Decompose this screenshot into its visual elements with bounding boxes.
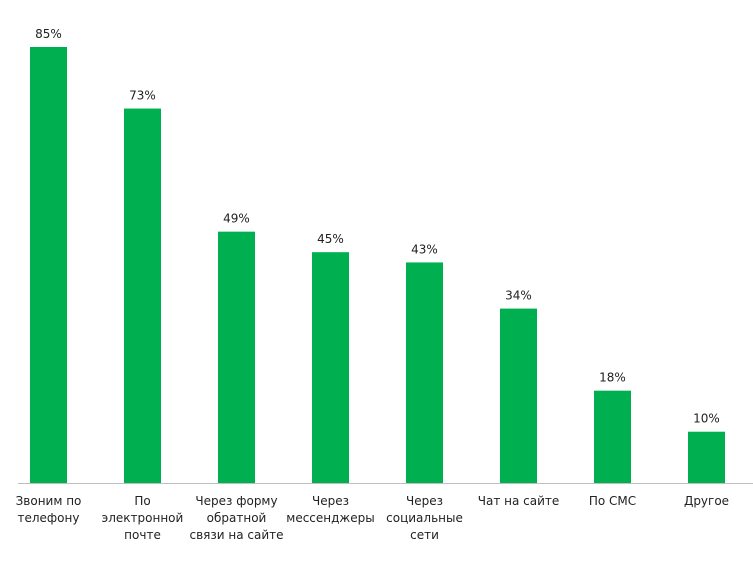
bar [312,252,349,483]
x-tick-label: По СМС [588,494,637,508]
value-label: 18% [599,371,626,385]
bar [594,390,631,483]
bar [218,231,255,483]
bar [688,431,725,483]
bar [124,108,161,483]
value-label: 45% [317,232,344,246]
value-label: 43% [411,242,438,256]
value-label: 10% [693,412,720,426]
bar [30,47,67,483]
value-label: 73% [129,89,156,103]
x-tick-label: Звоним по телефону [15,494,82,525]
x-tick-label: Через социальные сети [386,494,463,542]
bar [406,262,443,483]
value-label: 85% [35,27,62,41]
x-tick-label: Другое [683,494,730,508]
value-label: 34% [505,289,532,303]
x-tick-label: Через мессенджеры [286,494,375,525]
x-tick-label: Чат на сайте [477,494,560,508]
value-label: 49% [223,212,250,226]
bar [500,308,537,483]
x-tick-label: Через форму обратной связи на сайте [189,494,284,542]
x-tick-label: По электронной почте [101,494,184,542]
